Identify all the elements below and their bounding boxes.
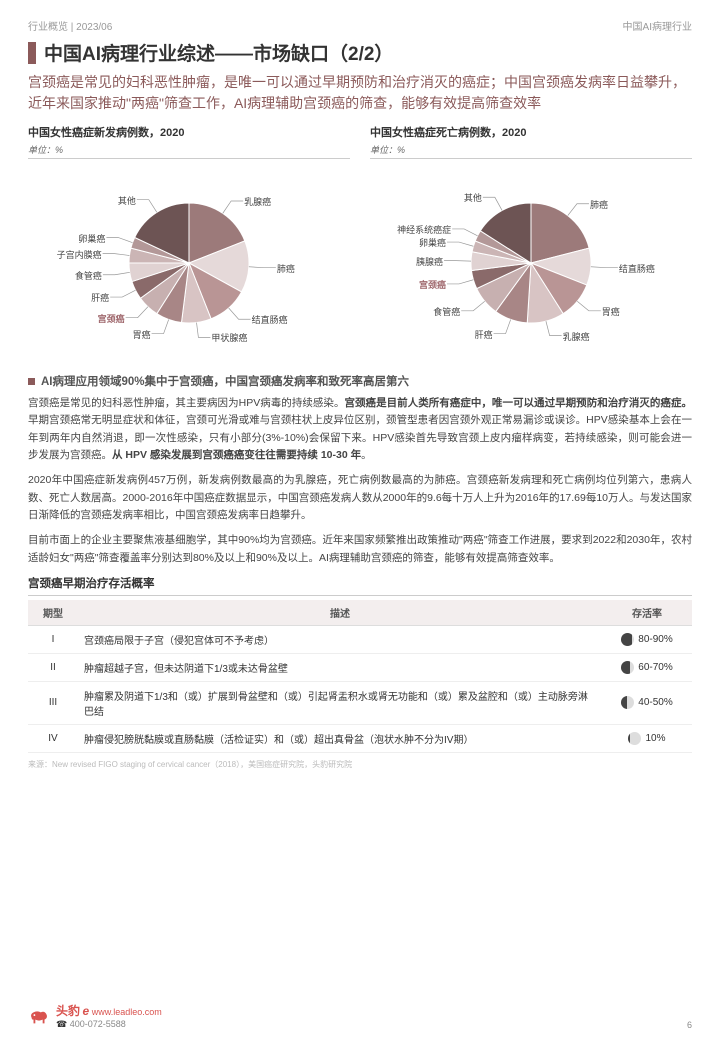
cell-desc: 肿瘤侵犯膀胱黏膜或直肠黏膜（活检证实）和（或）超出真骨盆（泡状水肿不分为IV期） (78, 724, 602, 752)
col-rate: 存活率 (602, 600, 692, 626)
title-accent-bar (28, 42, 36, 64)
cell-rate: 10% (602, 724, 692, 752)
pie-slice-label: 食管癌 (75, 269, 102, 282)
cell-stage: II (28, 653, 78, 681)
chart1-unit: 单位：% (28, 143, 350, 159)
pie-slice-label: 胰腺癌 (416, 255, 443, 268)
section-heading: AI病理应用领域90%集中于宫颈癌，中国宫颈癌发病率和致死率高居第六 (28, 373, 692, 389)
pie-slice-label: 胃癌 (133, 328, 151, 341)
table-row: II肿瘤超越子宫，但未达阴道下1/3或未达骨盆壁60-70% (28, 653, 692, 681)
chart-incidence: 中国女性癌症新发病例数，2020 单位：% 乳腺癌肺癌结直肠癌甲状腺癌 胃癌宫颈癌… (28, 124, 350, 363)
rate-icon (621, 661, 634, 674)
header-right: 中国AI病理行业 (623, 18, 692, 33)
footer-tag: e (83, 1004, 90, 1018)
footer-left: 头豹 e www.leadleo.com ☎ 400-072-5588 (28, 1002, 162, 1030)
footer-url: www.leadleo.com (92, 1007, 162, 1017)
body-paragraphs: 宫颈癌是常见的妇科恶性肿瘤，其主要病因为HPV病毒的持续感染。宫颈癌是目前人类所… (28, 395, 692, 567)
pie-slice-label: 卵巢癌 (78, 232, 105, 245)
pie-slice-label: 宫颈癌 (98, 312, 125, 325)
footer-brand-block: 头豹 e www.leadleo.com ☎ 400-072-5588 (56, 1002, 162, 1030)
leopard-logo-icon (28, 1005, 50, 1027)
pie-slice-label: 肺癌 (590, 198, 608, 211)
table-row: I宫颈癌局限于子宫（侵犯宫体可不予考虑）80-90% (28, 625, 692, 653)
source-line: 来源：New revised FIGO staging of cervical … (28, 759, 692, 770)
pie-slice-label: 肝癌 (475, 328, 493, 341)
cell-rate: 40-50% (602, 681, 692, 724)
charts-row: 中国女性癌症新发病例数，2020 单位：% 乳腺癌肺癌结直肠癌甲状腺癌胃癌宫颈癌… (28, 124, 692, 363)
chart-mortality: 中国女性癌症死亡病例数，2020 单位：% 肺癌结直肠癌胃癌乳腺癌 肝癌 食管癌 宫颈… (370, 124, 692, 363)
subtitle: 宫颈癌是常见的妇科恶性肿瘤，是唯一可以通过早期预防和治疗消灭的癌症；中国宫颈癌发… (28, 72, 692, 114)
pie-chart-1: 乳腺癌肺癌结直肠癌甲状腺癌 胃癌宫颈癌 肝癌 食管癌 子宫内膜癌 卵巢癌 其他 (28, 163, 350, 363)
main-title: 中国AI病理行业综述——市场缺口（2/2） (44, 39, 393, 66)
table-header-row: 期型 描述 存活率 (28, 600, 692, 626)
pie-slice-label: 结直肠癌 (252, 313, 288, 326)
pie-slice-label: 其他 (118, 194, 136, 207)
pie-slice-label: 乳腺癌 (563, 330, 590, 343)
cell-rate: 80-90% (602, 625, 692, 653)
footer-phone: 400-072-5588 (70, 1019, 126, 1029)
cell-rate: 60-70% (602, 653, 692, 681)
pie-slice-label: 卵巢癌 (419, 236, 446, 249)
cell-stage: I (28, 625, 78, 653)
pie-slice-label: 甲状腺癌 (211, 331, 247, 344)
cell-stage: III (28, 681, 78, 724)
survival-table: 期型 描述 存活率 I宫颈癌局限于子宫（侵犯宫体可不予考虑）80-90%II肿瘤… (28, 600, 692, 753)
body-paragraph: 宫颈癌是常见的妇科恶性肿瘤，其主要病因为HPV病毒的持续感染。宫颈癌是目前人类所… (28, 395, 692, 464)
col-stage: 期型 (28, 600, 78, 626)
chart1-title: 中国女性癌症新发病例数，2020 (28, 124, 350, 140)
cell-desc: 肿瘤累及阴道下1/3和（或）扩展到骨盆壁和（或）引起肾盂积水或肾无功能和（或）累… (78, 681, 602, 724)
rate-icon (621, 633, 634, 646)
body-paragraph: 2020年中国癌症新发病例457万例，新发病例数最高的为乳腺癌，死亡病例数最高的… (28, 472, 692, 524)
cell-desc: 肿瘤超越子宫，但未达阴道下1/3或未达骨盆壁 (78, 653, 602, 681)
header-left: 行业概览 | 2023/06 (28, 18, 112, 33)
col-desc: 描述 (78, 600, 602, 626)
table-body: I宫颈癌局限于子宫（侵犯宫体可不予考虑）80-90%II肿瘤超越子宫，但未达阴道… (28, 625, 692, 752)
top-bar: 行业概览 | 2023/06 中国AI病理行业 (28, 18, 692, 33)
footer-brand: 头豹 (56, 1004, 80, 1018)
footer: 头豹 e www.leadleo.com ☎ 400-072-5588 6 (28, 1002, 692, 1030)
pie-slice-label: 胃癌 (602, 305, 620, 318)
pie-slice-label: 宫颈癌 (419, 278, 446, 291)
page-container: 行业概览 | 2023/06 中国AI病理行业 中国AI病理行业综述——市场缺口… (0, 0, 720, 1040)
table-title: 宫颈癌早期治疗存活概率 (28, 575, 692, 596)
table-row: III肿瘤累及阴道下1/3和（或）扩展到骨盆壁和（或）引起肾盂积水或肾无功能和（… (28, 681, 692, 724)
pie-slice-label: 食管癌 (433, 305, 460, 318)
section-heading-text: AI病理应用领域90%集中于宫颈癌，中国宫颈癌发病率和致死率高居第六 (41, 373, 409, 389)
cell-desc: 宫颈癌局限于子宫（侵犯宫体可不予考虑） (78, 625, 602, 653)
chart2-unit: 单位：% (370, 143, 692, 159)
pie-slice-label: 乳腺癌 (244, 195, 271, 208)
page-number: 6 (687, 1020, 692, 1030)
chart2-title: 中国女性癌症死亡病例数，2020 (370, 124, 692, 140)
cell-stage: IV (28, 724, 78, 752)
pie-slice-label: 肺癌 (277, 262, 295, 275)
phone-icon: ☎ (56, 1019, 67, 1029)
pie-slice-label: 肝癌 (91, 291, 109, 304)
rate-icon (621, 696, 634, 709)
title-row: 中国AI病理行业综述——市场缺口（2/2） (28, 39, 692, 66)
pie-slice-label: 神经系统癌症 (397, 223, 451, 236)
pie-slice-label: 其他 (464, 191, 482, 204)
body-paragraph: 目前市面上的企业主要聚焦液基细胞学，其中90%均为宫颈癌。近年来国家频繁推出政策… (28, 532, 692, 567)
pie-slice-label: 结直肠癌 (619, 262, 655, 275)
table-row: IV肿瘤侵犯膀胱黏膜或直肠黏膜（活检证实）和（或）超出真骨盆（泡状水肿不分为IV… (28, 724, 692, 752)
pie-slice-label: 子宫内膜癌 (57, 248, 102, 261)
rate-icon (628, 732, 641, 745)
pie-chart-2: 肺癌结直肠癌胃癌乳腺癌 肝癌 食管癌 宫颈癌 胰腺癌 卵巢癌神经系统癌症 其他 (370, 163, 692, 363)
